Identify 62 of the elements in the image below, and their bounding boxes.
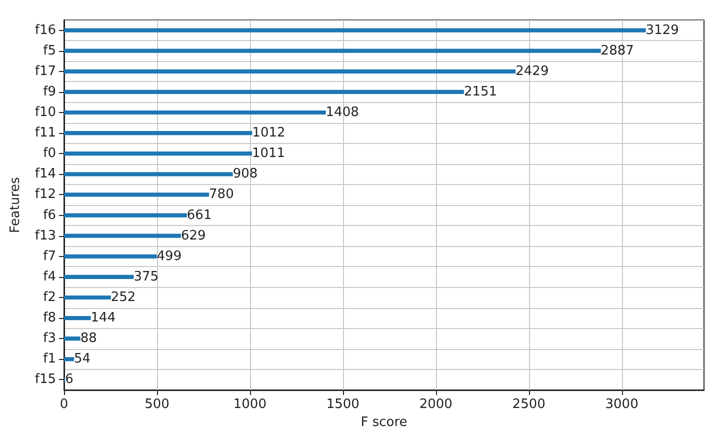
data-label: 1011 [252,146,286,162]
x-tick-label: 3000 [605,397,638,412]
y-tick-label: f14 [34,166,56,182]
y-tick-label: f17 [34,64,56,79]
bar [64,69,516,74]
data-label: 499 [156,248,182,264]
x-tick-label: 0 [60,397,68,412]
data-label: 54 [74,352,91,367]
y-tick-label: f11 [34,126,56,141]
bar [64,48,601,53]
y-tick-label: f7 [43,248,56,264]
data-label: 375 [134,269,159,284]
bar [64,131,252,136]
bar [64,172,233,176]
bar [64,192,210,197]
bar [64,110,326,115]
data-label: 2887 [600,43,634,58]
data-label: 88 [80,331,97,346]
y-axis-title: Features [8,176,23,233]
data-label: 3129 [646,22,679,38]
x-tick-label: 1000 [233,397,266,412]
y-tick-label: f4 [43,269,56,284]
data-label: 908 [232,166,258,182]
y-tick-label: f0 [43,146,56,162]
x-axis-title: F score [360,414,408,430]
bar [64,295,111,300]
y-tick-label: f1 [43,352,56,367]
y-tick-label: f8 [43,310,56,326]
y-tick-label: f2 [43,290,56,305]
x-tick-label: 2500 [512,397,546,412]
bar [64,336,80,341]
y-tick-label: f3 [43,331,56,346]
bar [64,90,464,94]
data-label: 1012 [252,126,286,141]
data-label: 1408 [326,105,359,120]
y-tick-label: f10 [34,105,56,120]
bar [64,274,134,279]
x-tick-label: 2000 [419,397,452,412]
data-label: 661 [186,208,212,223]
data-label: 780 [209,187,234,202]
bar [64,357,74,362]
bar [64,213,187,218]
bar [64,254,157,258]
data-label: 629 [180,228,206,244]
y-tick-label: f6 [43,208,56,223]
x-tick-label: 1500 [326,397,360,412]
data-label: 144 [90,310,116,326]
y-tick-label: f5 [43,43,56,58]
data-label: 2151 [464,84,498,100]
bar [64,234,181,238]
data-label: 2429 [516,64,549,79]
y-tick-label: f12 [34,187,56,202]
x-tick-label: 500 [144,397,170,412]
bar [64,28,646,32]
bar [64,152,252,156]
bar [64,316,91,320]
data-label: 6 [65,372,74,388]
y-tick-label: f15 [34,372,56,388]
y-tick-label: f13 [34,228,56,244]
y-tick-label: f16 [34,22,56,38]
y-tick-label: f9 [43,84,56,100]
data-label: 252 [110,290,136,305]
